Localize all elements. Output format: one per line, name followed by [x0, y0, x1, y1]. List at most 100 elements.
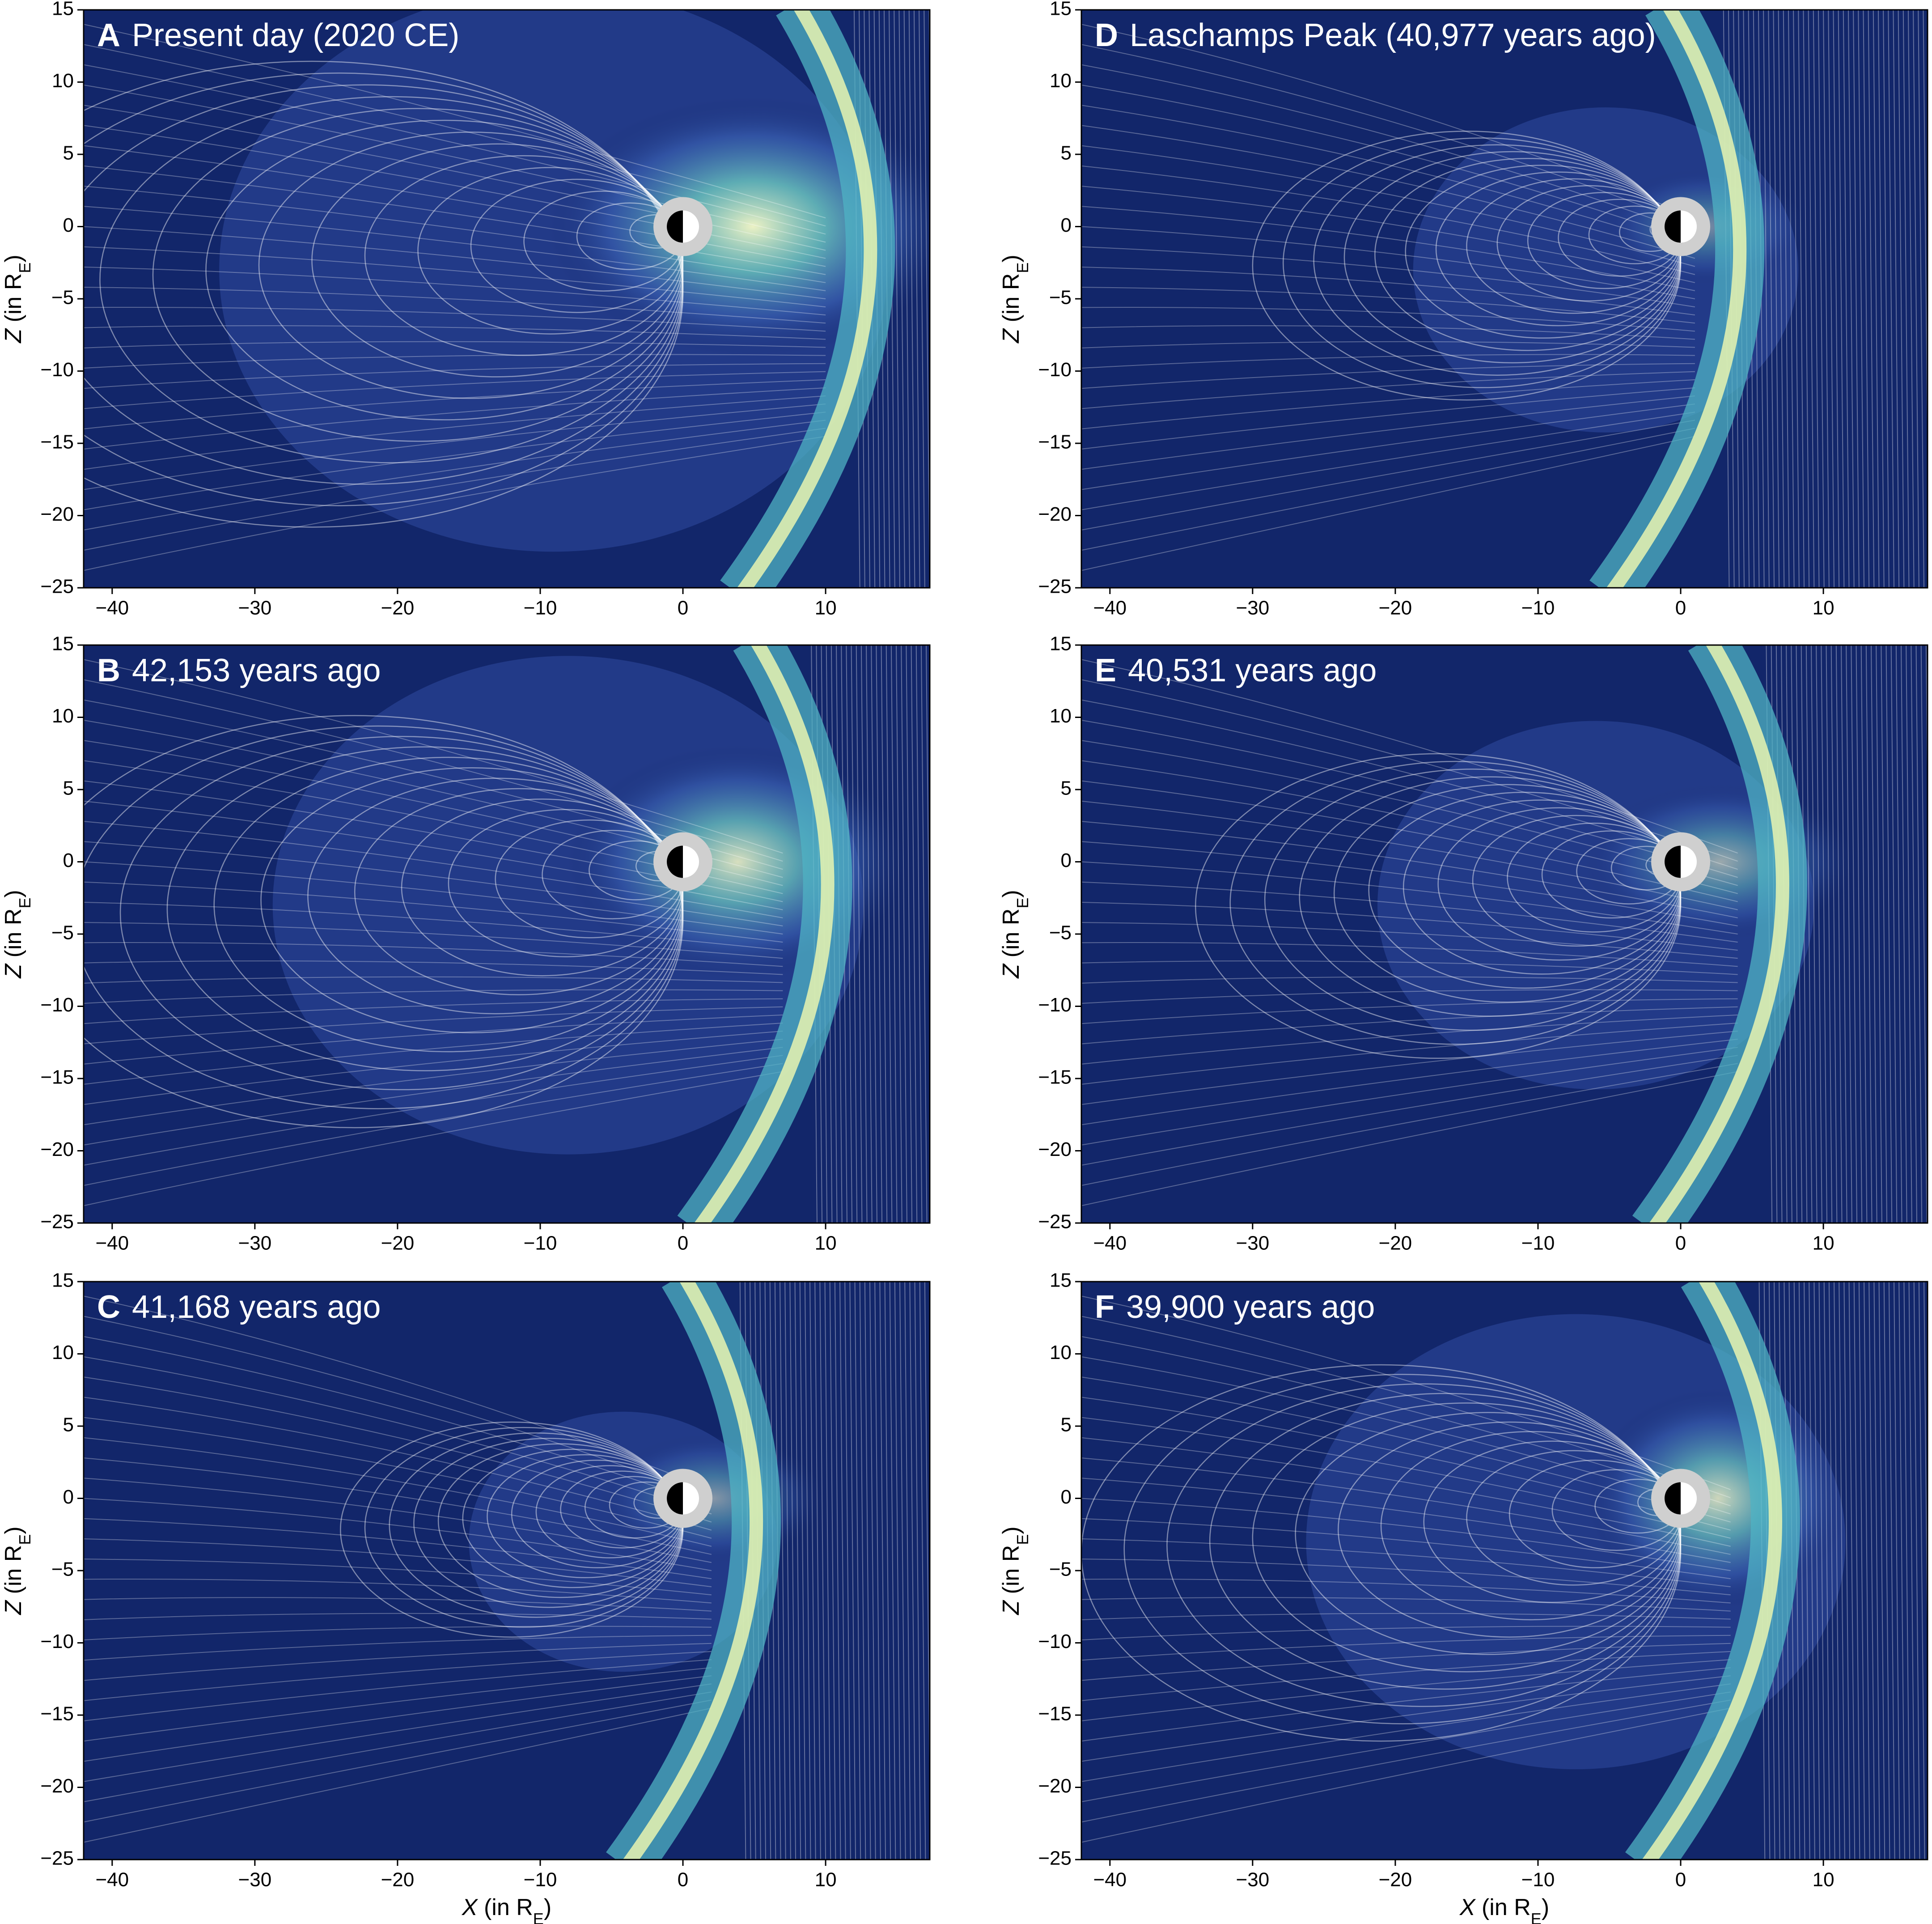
earth-night: [667, 210, 683, 243]
wind-line: [974, 10, 980, 588]
field-line: [84, 1651, 712, 1701]
field-line: [1081, 1518, 1731, 1580]
wind-line: [1036, 645, 1042, 1223]
wind-line: [1838, 10, 1845, 588]
panel: −40 −30 −20 −10 0 10 15 10 5 0 −5 −10 −15 −20 −25 B 42,1…: [0, 633, 1047, 1254]
wind-line: [1907, 10, 1915, 588]
field-line: [1081, 1071, 1738, 1206]
field-line: [84, 989, 783, 1004]
field-loop: [84, 715, 684, 1128]
y-tick-label: −25: [1038, 1848, 1072, 1869]
panel: −40 −30 −20 −10 0 10 15 10 5 0 −5 −10 −15 −20 −25 C 41,1…: [0, 1270, 945, 1924]
wind-line: [1818, 10, 1825, 588]
axis-label-part: E: [16, 898, 34, 909]
field-line: [1081, 780, 1738, 902]
field-line: [84, 1518, 712, 1580]
field-line: [84, 1031, 783, 1105]
field-line: [1081, 1376, 1731, 1523]
axis-label-part: X: [1459, 1894, 1476, 1920]
wind-line: [1818, 1282, 1826, 1860]
field-line: [1081, 1498, 1731, 1571]
field-line: [1081, 998, 1738, 1024]
wind-line: [1768, 10, 1775, 588]
field-line: [1081, 1659, 1731, 1721]
wind-line: [1923, 10, 1928, 489]
wind-line: [1848, 1282, 1856, 1860]
y-tick-label: 0: [1061, 1486, 1072, 1508]
field-line: [84, 1006, 783, 1045]
wind-line: [866, 645, 873, 1223]
field-loop: [1123, 1374, 1682, 1724]
wind-line: [919, 1282, 926, 1860]
wind-line: [1868, 10, 1875, 588]
x-tick-label: −10: [524, 597, 557, 619]
wind-line: [1834, 1282, 1840, 1860]
wind-line: [991, 645, 997, 1223]
field-line: [84, 1626, 712, 1641]
wind-line: [1805, 645, 1813, 1223]
y-tick-label: 10: [1050, 1342, 1072, 1363]
y-tick-label: 10: [52, 70, 74, 92]
field-line: [1081, 387, 1695, 450]
field-line: [84, 1498, 712, 1571]
wind-line: [940, 1282, 945, 1860]
wind-line: [894, 1282, 901, 1860]
plot-area: [84, 10, 990, 588]
wind-line: [1833, 10, 1840, 588]
field-line: [84, 1683, 712, 1782]
field-line: [1081, 1597, 1731, 1612]
axis-label-part: E: [16, 1534, 34, 1545]
field-line: [84, 998, 783, 1024]
field-loop: [166, 746, 684, 1071]
y-tick-label: −15: [40, 1066, 74, 1088]
axis-label-part: ): [998, 890, 1024, 897]
field-line: [84, 165, 826, 275]
wind-line: [1858, 10, 1865, 588]
field-line: [84, 1039, 783, 1126]
wind-line: [1041, 645, 1047, 1223]
wind-line: [1847, 10, 1855, 588]
wind-line: [1810, 645, 1818, 1223]
panel-caption: Present day (2020 CE): [132, 17, 459, 53]
wind-line: [971, 645, 977, 1223]
field-loop: [84, 72, 684, 506]
field-loop: [258, 132, 684, 399]
field-line: [1081, 145, 1695, 267]
axis-label-part: E: [1013, 263, 1032, 273]
x-tick-label: −10: [1521, 597, 1555, 619]
field-loop: [1264, 769, 1682, 1031]
axis-label-part: ): [998, 1526, 1024, 1534]
field-line: [1081, 1643, 1731, 1681]
wind-line: [879, 1282, 886, 1860]
wind-line: [1883, 1282, 1890, 1860]
panel-letter: B: [97, 653, 120, 688]
x-tick-label: −40: [95, 597, 129, 619]
wind-line: [1828, 1282, 1835, 1860]
wind-line: [984, 10, 990, 588]
axis-label-part: X: [462, 1894, 479, 1920]
x-tick-label: 0: [1675, 597, 1686, 619]
glow: [1584, 784, 1858, 940]
wind-line: [896, 645, 902, 1223]
field-line: [1081, 1683, 1731, 1782]
axis-label-part: (in R: [998, 273, 1024, 329]
field-line: [84, 881, 783, 943]
wind-line: [1881, 645, 1888, 1223]
field-line: [84, 1316, 712, 1499]
wind-line: [839, 1282, 846, 1860]
wind-line: [890, 645, 898, 1223]
wind-line: [1821, 645, 1828, 1223]
wind-line: [1798, 1282, 1805, 1860]
axis-label-part: E: [16, 263, 34, 273]
field-loop: [307, 777, 684, 1015]
y-tick-label: −20: [1038, 1775, 1072, 1797]
wind-line: [1835, 645, 1843, 1223]
axis-label-part: (in R: [0, 909, 26, 964]
field-line: [1081, 1356, 1731, 1515]
wind-line: [956, 645, 962, 1223]
field-line: [1081, 1699, 1731, 1823]
field-line: [84, 420, 826, 531]
wind-line: [906, 645, 913, 1223]
y-tick-label: −5: [51, 1559, 74, 1580]
